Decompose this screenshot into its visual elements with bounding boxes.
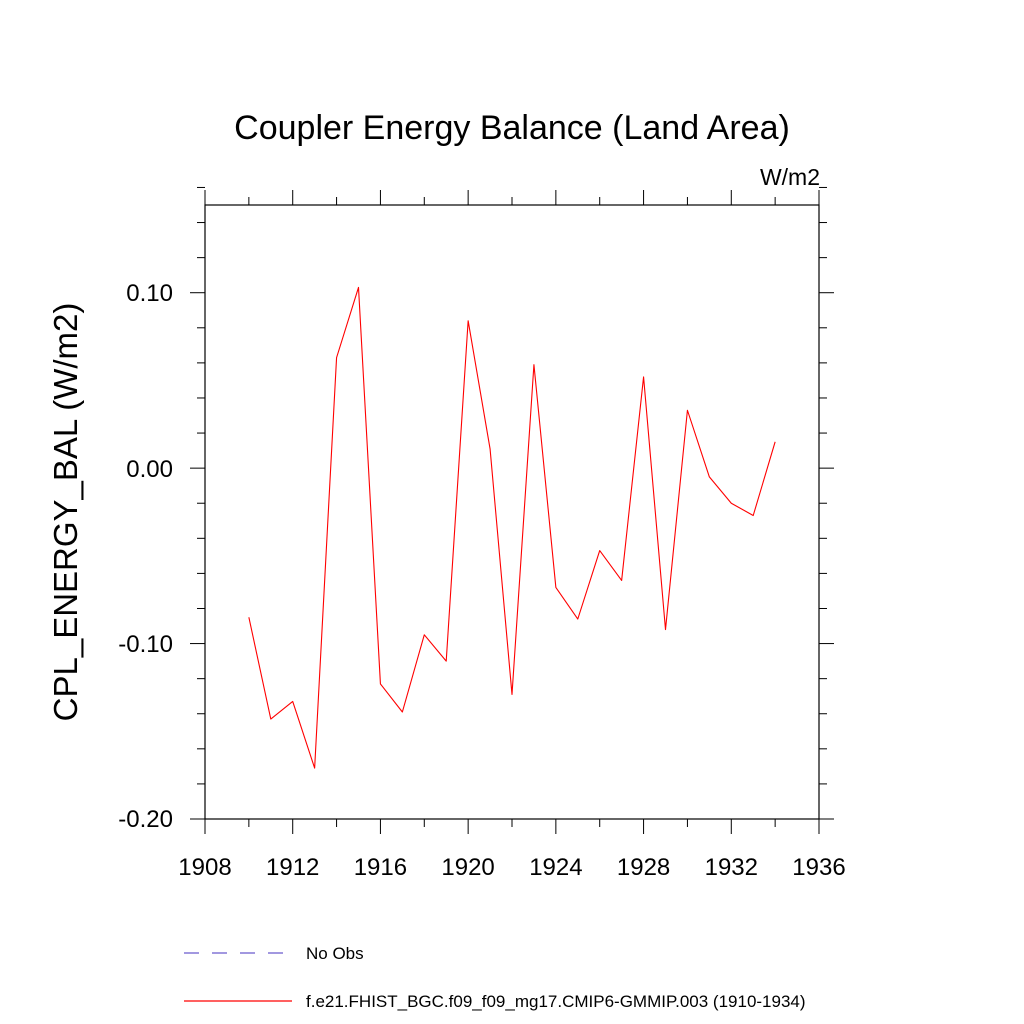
x-tick-marks: [204, 190, 820, 834]
y-tick-label-0.00: 0.00: [126, 456, 173, 483]
x-tick-label-1912: 1912: [266, 854, 319, 881]
series-line-0: [248, 286, 776, 769]
y-axis-label: CPL_ENERGY_BAL (W/m2): [47, 303, 84, 722]
y-tick-label--0.10: -0.10: [118, 631, 173, 658]
y-tick-label--0.20: -0.20: [118, 806, 173, 833]
x-tick-label-1928: 1928: [617, 854, 670, 881]
legend-label-model-run: f.e21.FHIST_BGC.f09_f09_mg17.CMIP6-GMMIP…: [306, 992, 806, 1011]
legend: No Obs f.e21.FHIST_BGC.f09_f09_mg17.CMIP…: [184, 944, 806, 1011]
x-tick-label-1916: 1916: [354, 854, 407, 881]
x-tick-label-1908: 1908: [178, 854, 231, 881]
x-tick-label-1924: 1924: [529, 854, 582, 881]
plot-frame: [204, 204, 820, 820]
legend-label-no-obs: No Obs: [306, 944, 364, 963]
chart-title: Coupler Energy Balance (Land Area): [234, 109, 790, 147]
x-tick-label-1932: 1932: [705, 854, 758, 881]
series-layer: [248, 286, 776, 769]
y-tick-label-0.10: 0.10: [126, 280, 173, 307]
x-tick-label-1920: 1920: [441, 854, 494, 881]
x-tick-label-1936: 1936: [792, 854, 845, 881]
units-label: W/m2: [760, 164, 820, 190]
y-tick-marks: [190, 186, 834, 820]
